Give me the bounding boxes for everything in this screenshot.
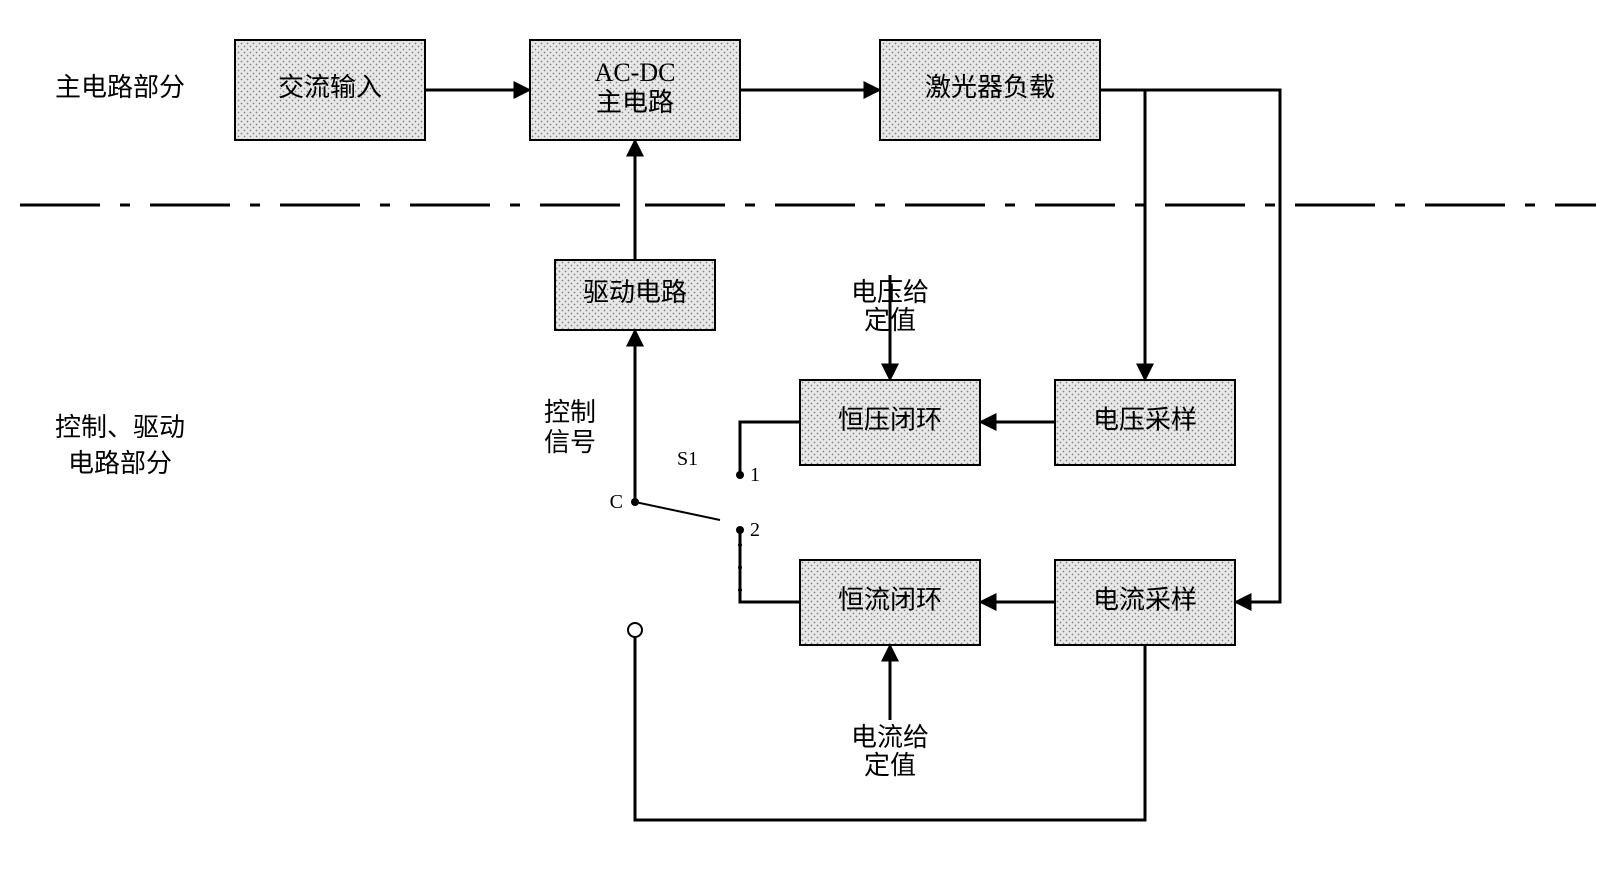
switch-label-c: C (610, 491, 623, 513)
node-label: 恒流闭环 (838, 585, 942, 614)
node-label: 电压采样 (1093, 405, 1197, 434)
node-label: 电流采样 (1093, 585, 1197, 614)
switch-contact-1 (736, 471, 744, 479)
label-ctrl_sig: 控制 (544, 398, 596, 427)
node-ac_in: 交流输入 (235, 40, 425, 140)
switch-contact-2 (736, 526, 744, 534)
switch-more-dots (738, 543, 742, 547)
open-terminal (628, 623, 642, 637)
node-i_samp: 电流采样 (1055, 560, 1235, 645)
switch-more-dots (738, 588, 742, 592)
node-label: 驱动电路 (583, 278, 687, 307)
node-cc_loop: 恒流闭环 (800, 560, 980, 645)
switch-label-1: 1 (750, 464, 760, 486)
node-label: 恒压闭环 (838, 405, 942, 434)
section-label-ctrl: 控制、驱动 (55, 413, 185, 442)
node-label: 主电路 (596, 88, 674, 117)
node-v_samp: 电压采样 (1055, 380, 1235, 465)
node-label: AC-DC (595, 58, 676, 87)
label-i_set: 电流给 (851, 723, 929, 752)
section-label-ctrl: 电路部分 (68, 449, 172, 478)
switch-label-s: S1 (677, 448, 698, 470)
label-i_set: 定值 (864, 751, 916, 780)
node-driver: 驱动电路 (555, 260, 715, 330)
node-label: 激光器负载 (925, 73, 1055, 102)
switch-label-2: 2 (750, 519, 760, 541)
node-load: 激光器负载 (880, 40, 1100, 140)
node-cv_loop: 恒压闭环 (800, 380, 980, 465)
label-ctrl_sig: 信号 (544, 428, 596, 457)
node-acdc: AC-DC主电路 (530, 40, 740, 140)
switch-more-dots (738, 566, 742, 570)
section-label-main: 主电路部分 (55, 73, 185, 102)
node-label: 交流输入 (278, 73, 382, 102)
